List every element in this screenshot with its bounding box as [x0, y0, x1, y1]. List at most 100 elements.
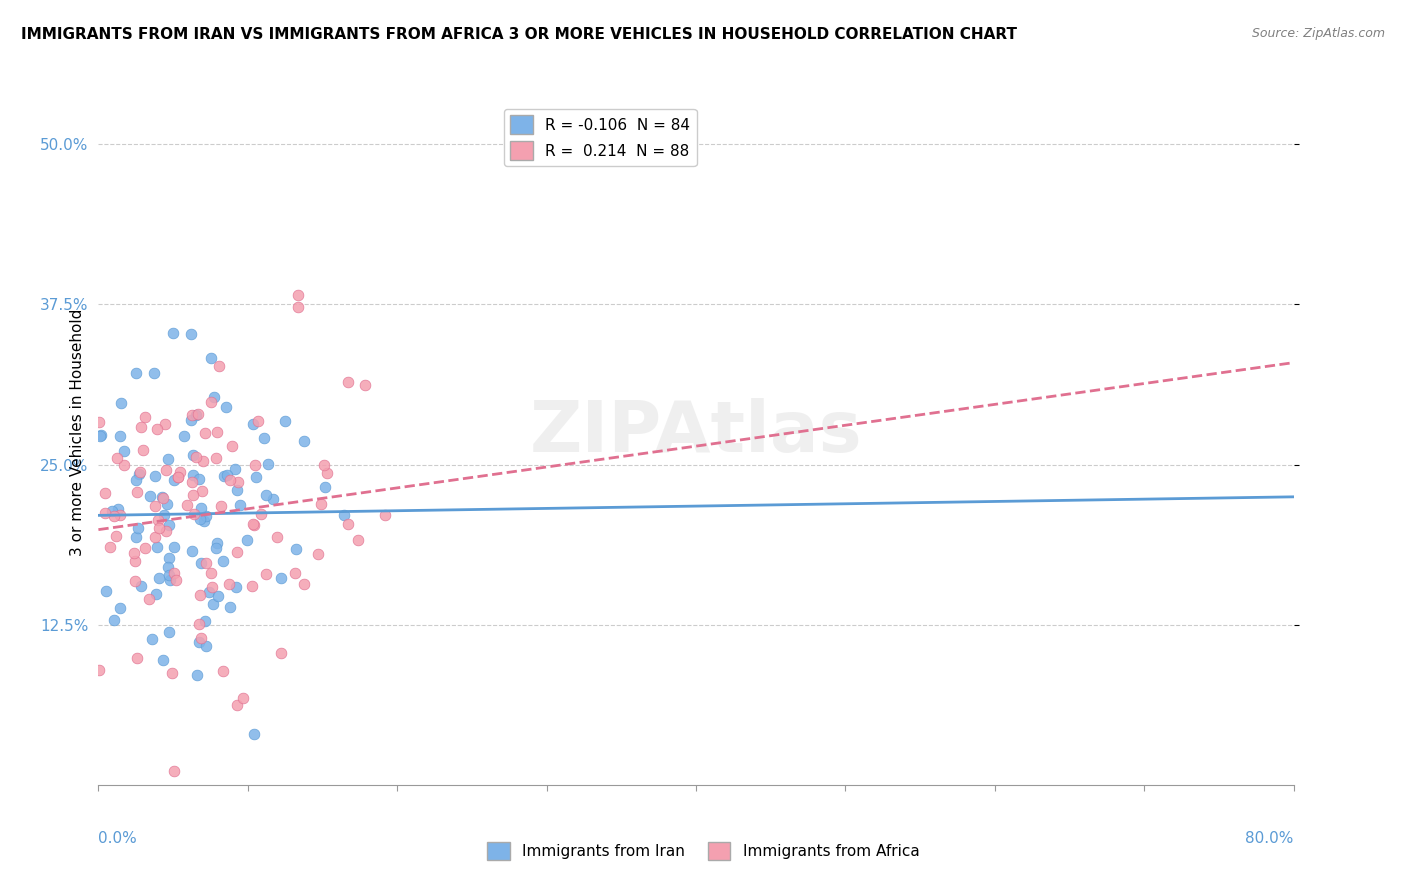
- Point: [186, 668, 208, 682]
- Point: [312, 458, 335, 472]
- Point: [202, 390, 225, 404]
- Point: [211, 664, 233, 678]
- Text: 0.0%: 0.0%: [98, 830, 138, 846]
- Point: [139, 490, 162, 504]
- Point: [187, 472, 209, 486]
- Point: [225, 483, 247, 497]
- Point: [262, 492, 284, 507]
- Point: [148, 521, 170, 535]
- Point: [94, 486, 117, 500]
- Point: [236, 533, 259, 547]
- Point: [195, 639, 218, 653]
- Point: [181, 475, 204, 490]
- Point: [226, 475, 249, 490]
- Point: [141, 632, 163, 646]
- Point: [146, 422, 169, 436]
- Point: [190, 556, 212, 570]
- Point: [208, 359, 231, 373]
- Point: [205, 535, 228, 549]
- Point: [188, 588, 211, 602]
- Point: [336, 376, 359, 390]
- Point: [159, 573, 181, 587]
- Point: [157, 518, 180, 533]
- Point: [374, 508, 396, 522]
- Point: [157, 624, 180, 639]
- Point: [122, 546, 145, 560]
- Point: [157, 551, 180, 566]
- Point: [160, 666, 183, 681]
- Point: [253, 431, 276, 445]
- Point: [207, 589, 229, 603]
- Point: [152, 491, 174, 506]
- Point: [125, 366, 148, 380]
- Point: [165, 573, 187, 587]
- Point: [257, 457, 280, 471]
- Point: [127, 651, 149, 665]
- Point: [240, 579, 263, 593]
- Point: [143, 499, 166, 513]
- Point: [205, 425, 228, 439]
- Point: [103, 509, 125, 524]
- Point: [103, 613, 125, 627]
- Point: [180, 326, 202, 341]
- Point: [188, 512, 211, 526]
- Point: [194, 508, 217, 523]
- Point: [181, 544, 204, 558]
- Point: [157, 567, 180, 582]
- Point: [200, 351, 222, 366]
- Point: [145, 530, 167, 544]
- Point: [201, 580, 224, 594]
- Point: [155, 462, 177, 476]
- Text: IMMIGRANTS FROM IRAN VS IMMIGRANTS FROM AFRICA 3 OR MORE VEHICLES IN HOUSEHOLD C: IMMIGRANTS FROM IRAN VS IMMIGRANTS FROM …: [21, 27, 1017, 42]
- Point: [148, 571, 170, 585]
- Point: [145, 587, 167, 601]
- Point: [146, 540, 169, 554]
- Point: [150, 490, 173, 504]
- Point: [134, 541, 156, 555]
- Point: [190, 501, 212, 516]
- Point: [127, 521, 149, 535]
- Point: [294, 434, 316, 448]
- Point: [314, 479, 336, 493]
- Point: [129, 420, 152, 434]
- Point: [188, 617, 211, 632]
- Point: [270, 646, 292, 660]
- Point: [287, 287, 309, 301]
- Point: [94, 583, 117, 598]
- Point: [309, 497, 332, 511]
- Point: [110, 508, 132, 523]
- Point: [181, 488, 204, 502]
- Point: [180, 412, 202, 426]
- Point: [249, 507, 271, 521]
- Point: [287, 300, 309, 314]
- Point: [243, 518, 266, 533]
- Point: [214, 469, 236, 483]
- Point: [266, 530, 288, 544]
- Point: [112, 458, 135, 472]
- Point: [87, 415, 110, 429]
- Point: [87, 663, 110, 677]
- Point: [229, 498, 252, 512]
- Point: [112, 444, 135, 458]
- Point: [194, 425, 217, 440]
- Point: [215, 467, 238, 482]
- Point: [107, 502, 129, 516]
- Point: [143, 468, 166, 483]
- Point: [105, 451, 128, 466]
- Point: [191, 484, 214, 499]
- Point: [254, 567, 277, 582]
- Legend: Immigrants from Iran, Immigrants from Africa: Immigrants from Iran, Immigrants from Af…: [481, 836, 925, 866]
- Point: [183, 507, 205, 521]
- Point: [163, 566, 186, 581]
- Point: [254, 488, 277, 502]
- Point: [156, 560, 179, 574]
- Point: [307, 547, 329, 561]
- Point: [156, 497, 179, 511]
- Point: [200, 566, 222, 580]
- Point: [162, 326, 184, 341]
- Point: [153, 508, 176, 522]
- Point: [215, 400, 238, 414]
- Point: [108, 429, 131, 443]
- Point: [105, 528, 128, 542]
- Point: [245, 470, 267, 484]
